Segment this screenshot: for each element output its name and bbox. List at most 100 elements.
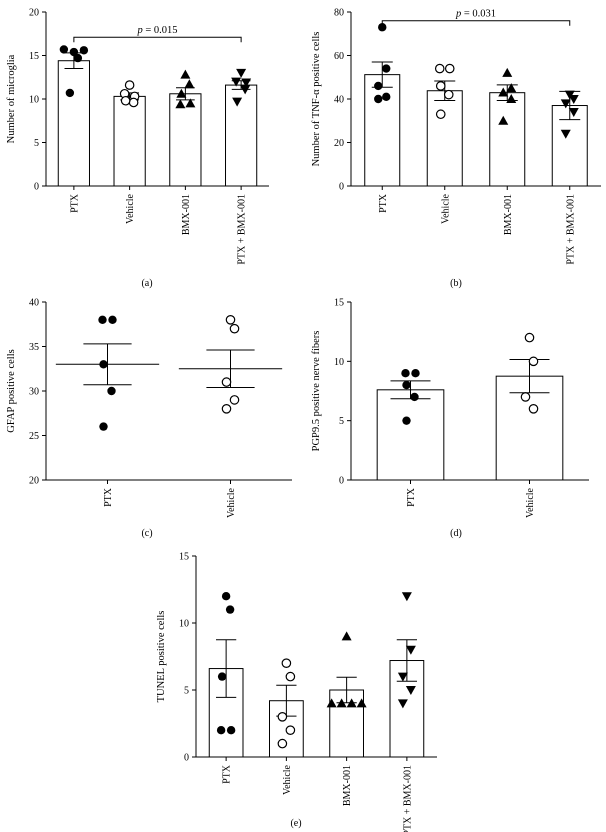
- data-point-b-2-0: [502, 67, 513, 77]
- y-tick-label-a-2: 10: [29, 95, 39, 106]
- data-point-d-1-2: [520, 392, 531, 402]
- data-point-b-1-0: [434, 63, 445, 74]
- data-point-e-0-3: [216, 726, 226, 735]
- data-point-a-2-4: [185, 98, 196, 108]
- y-tick-label-a-1: 5: [34, 138, 39, 149]
- data-point-a-2-2: [176, 88, 187, 98]
- data-point-d-1-3: [528, 403, 539, 414]
- y-axis-label-e: TUNEL positive cells: [156, 611, 167, 703]
- y-tick-label-a-4: 20: [29, 8, 39, 19]
- category-label-b-3: PTX + BMX-001: [565, 194, 576, 265]
- data-point-e-0-2: [217, 672, 227, 681]
- data-point-a-2-3: [175, 99, 186, 109]
- data-point-a-2-0: [180, 69, 191, 79]
- data-point-b-1-2: [435, 81, 446, 91]
- data-point-e-1-4: [277, 738, 288, 749]
- data-point-b-3-2: [560, 99, 571, 109]
- data-point-e-3-0: [401, 592, 412, 602]
- panel-label-e: (e): [290, 818, 302, 829]
- y-tick-label-b-4: 80: [334, 8, 344, 19]
- data-point-b-1-3: [443, 89, 454, 100]
- category-label-d-1: Vehicle: [525, 487, 536, 518]
- data-point-e-2-3: [346, 698, 357, 708]
- data-point-e-1-1: [285, 671, 296, 682]
- data-point-b-0-2: [374, 81, 383, 91]
- category-label-a-3: PTX + BMX-001: [237, 194, 248, 265]
- data-point-a-3-2: [241, 78, 252, 88]
- category-label-e-3: PTX + BMX-001: [402, 765, 413, 832]
- bar-d-1: [495, 375, 564, 481]
- error-bar-e-0: [216, 639, 237, 698]
- data-point-a-3-3: [240, 85, 251, 95]
- bar-a-1: [113, 95, 146, 187]
- data-point-b-2-1: [506, 83, 517, 93]
- data-point-a-0-2: [79, 46, 89, 55]
- category-label-b-2: BMX-001: [503, 194, 514, 235]
- data-point-d-0-3: [410, 392, 419, 402]
- data-point-d-0-0: [401, 369, 410, 378]
- category-label-e-2: BMX-001: [342, 765, 353, 806]
- category-label-a-1: Vehicle: [125, 193, 136, 224]
- data-point-b-1-1: [444, 63, 455, 74]
- data-point-b-0-4: [374, 94, 383, 104]
- data-point-b-0-3: [382, 92, 391, 102]
- y-tick-label-d-1: 5: [339, 416, 344, 427]
- data-point-c-0-3: [107, 386, 116, 396]
- y-tick-label-c-1: 25: [29, 431, 39, 442]
- data-point-e-1-2: [277, 711, 288, 722]
- data-point-e-3-1: [405, 645, 416, 655]
- chart-panel-d: 0 5 10 15 PTX Vehicle PGP9.5 positive nerve fi…: [311, 298, 589, 518]
- data-point-c-0-2: [99, 360, 108, 369]
- data-point-d-0-4: [402, 416, 411, 425]
- y-tick-label-b-3: 60: [334, 51, 344, 62]
- category-label-c-1: Vehicle: [226, 487, 237, 518]
- data-point-c-0-1: [108, 315, 117, 324]
- data-point-c-1-2: [221, 377, 232, 387]
- data-point-b-0-1: [382, 64, 391, 73]
- y-tick-label-b-1: 20: [334, 138, 344, 149]
- y-tick-label-c-2: 30: [29, 387, 39, 398]
- y-tick-label-a-3: 15: [29, 51, 39, 62]
- data-point-b-1-4: [435, 109, 446, 120]
- data-point-e-1-3: [285, 725, 296, 735]
- data-point-a-0-1: [69, 47, 79, 57]
- data-point-e-2-4: [356, 698, 367, 708]
- chart-panel-c: 20 25 30 35 40 PTX Vehicle GFAP positive cells: [6, 298, 292, 518]
- data-point-e-1-0: [281, 658, 292, 668]
- panel-label-a: (a): [141, 278, 153, 289]
- panel-label-b: (b): [450, 278, 462, 289]
- significance-label-a: p = 0.015: [136, 25, 177, 36]
- data-point-e-2-1: [326, 698, 337, 708]
- data-point-e-2-0: [341, 631, 352, 641]
- data-point-a-1-4: [120, 95, 131, 106]
- y-axis-label-b: Number of TNF-α positive cells: [311, 32, 322, 167]
- category-label-d-0: PTX: [406, 487, 417, 507]
- data-point-b-3-1: [568, 95, 579, 104]
- data-point-e-0-0: [221, 592, 231, 601]
- bar-a-3: [225, 84, 258, 187]
- y-tick-label-e-2: 10: [179, 619, 189, 630]
- data-point-e-0-4: [226, 726, 236, 735]
- y-axis-label-a: Number of microglia: [6, 54, 17, 143]
- data-point-c-0-4: [99, 422, 108, 431]
- data-point-c-1-4: [221, 403, 232, 414]
- data-point-a-3-0: [236, 68, 247, 78]
- data-point-a-0-0: [59, 45, 69, 54]
- panel-label-d: (d): [450, 528, 462, 539]
- data-point-a-3-1: [231, 77, 242, 87]
- data-point-b-2-4: [498, 115, 509, 125]
- y-tick-label-e-3: 15: [179, 552, 189, 563]
- data-point-e-2-2: [336, 698, 347, 708]
- y-axis-label-d: PGP9.5 positive nerve fibers: [311, 331, 322, 452]
- category-label-a-2: BMX-001: [181, 194, 192, 235]
- data-point-c-1-0: [225, 314, 236, 325]
- category-label-a-0: PTX: [69, 193, 80, 213]
- significance-label-b: p = 0.031: [455, 9, 496, 20]
- y-tick-label-d-0: 0: [339, 476, 344, 487]
- y-tick-label-a-0: 0: [34, 182, 39, 193]
- data-point-a-1-0: [124, 80, 135, 90]
- data-point-a-2-1: [184, 79, 195, 89]
- y-tick-label-b-0: 0: [339, 182, 344, 193]
- data-point-d-0-2: [402, 380, 411, 390]
